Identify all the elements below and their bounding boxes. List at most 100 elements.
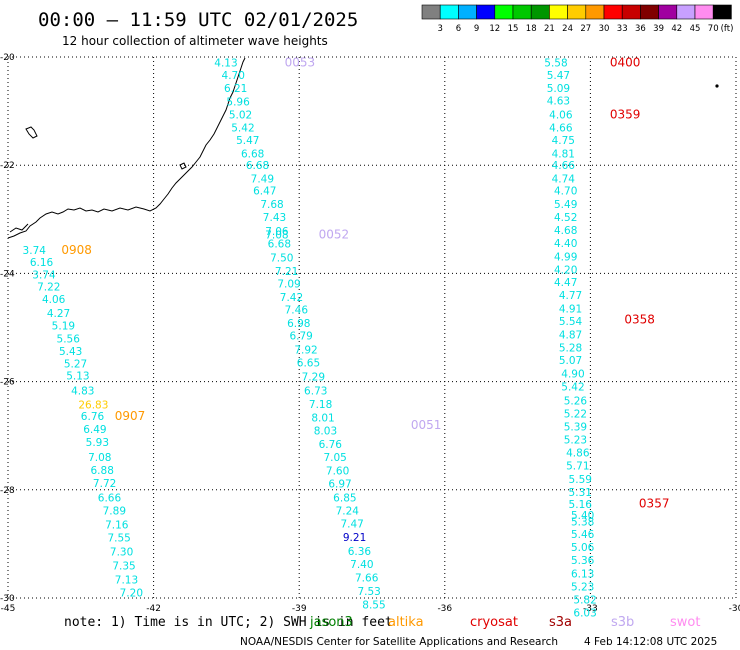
wave-height-point: 5.71 — [566, 460, 589, 472]
wave-height-point: 4.27 — [47, 308, 70, 320]
wave-height-point: 5.93 — [86, 437, 109, 449]
wave-height-point: 4.06 — [42, 294, 66, 306]
wave-height-point: 7.16 — [105, 519, 129, 531]
legend-swatch — [549, 4, 568, 20]
color-legend: 3 6 9 12 15 18 21 24 27 30 33 36 39 42 45 70 (ft) — [421, 4, 734, 34]
wave-height-point: 5.82 — [573, 595, 596, 607]
legend-label: 9 — [474, 24, 479, 34]
legend-unit: (ft) — [721, 24, 734, 34]
wave-height-point: 6.21 — [224, 83, 247, 95]
chart-title: 00:00 — 11:59 UTC 02/01/2025 — [38, 9, 358, 31]
coastline-island — [25, 126, 38, 139]
footer-timestamp: 4 Feb 14:12:08 UTC 2025 — [584, 636, 717, 648]
wave-height-point: 4.83 — [71, 385, 94, 397]
wave-height-point: 4.66 — [552, 160, 576, 172]
footer-note: note: 1) Time is in UTC; 2) SWH is in fe… — [64, 615, 393, 630]
legend-label: 39 — [653, 24, 664, 34]
wave-height-point: 7.68 — [260, 199, 283, 211]
legend-label: 24 — [562, 24, 573, 34]
legend-swatch — [603, 4, 623, 20]
wave-height-point: 5.96 — [226, 96, 250, 108]
wave-height-point: 4.40 — [554, 238, 577, 250]
wave-height-point: 4.91 — [559, 304, 582, 316]
legend-swatch — [621, 4, 641, 20]
wave-height-point: 4.75 — [552, 135, 575, 147]
wave-height-point: 5.58 — [544, 57, 567, 69]
wave-height-point: 6.73 — [304, 385, 327, 397]
wave-height-point: 5.39 — [564, 422, 587, 434]
wave-height-point: 6.49 — [83, 424, 106, 436]
y-tick-label: -24 — [0, 269, 15, 279]
wave-height-point: 7.21 — [275, 266, 298, 278]
wave-height-point: 6.76 — [319, 439, 343, 451]
pass-time-label: 0357 — [639, 496, 670, 510]
legend-label: 36 — [635, 24, 646, 34]
wave-height-point: 5.59 — [569, 474, 592, 486]
wave-height-point: 5.43 — [59, 346, 82, 358]
wave-height-point: 5.26 — [564, 396, 588, 408]
x-tick-label: -39 — [292, 604, 307, 614]
wave-height-point: 7.40 — [350, 559, 373, 571]
wave-height-point: 6.85 — [333, 492, 356, 504]
legend-label: 42 — [671, 24, 682, 34]
legend-swatch — [512, 4, 532, 20]
pass-time-labels: 0908 0907 0053 0052 0051 0400 0359 0358 0357 — [61, 55, 669, 510]
wave-height-point: 4.06 — [549, 109, 573, 121]
wave-height-point: 7.08 — [265, 229, 288, 241]
coastline — [7, 57, 246, 239]
pass-time-label: 0051 — [411, 418, 442, 432]
wave-height-point: 7.22 — [37, 281, 60, 293]
wave-height-point: 5.28 — [559, 343, 582, 355]
wave-height-point: 7.35 — [112, 561, 135, 573]
wave-height-point: 6.79 — [289, 331, 312, 343]
wave-height-point: 6.16 — [30, 257, 54, 269]
wave-height-point: 5.31 — [569, 487, 592, 499]
data-points: 3.746.163.747.224.064.275.195.565.435.27… — [23, 57, 597, 619]
wave-height-point: 4.52 — [554, 212, 577, 224]
wave-height-point: 4.87 — [559, 330, 582, 342]
legend-swatch — [421, 4, 441, 20]
legend-swatch — [567, 4, 587, 20]
pass-time-label: 0052 — [319, 227, 350, 241]
wave-height-point: 4.86 — [566, 447, 590, 459]
wave-height-point: 4.13 — [214, 57, 237, 69]
footer-credit: NOAA/NESDIS Center for Satellite Applica… — [240, 636, 558, 648]
wave-height-point: 4.68 — [554, 225, 577, 237]
pass-time-label: 0358 — [624, 312, 655, 326]
wave-height-point: 6.68 — [246, 160, 269, 172]
wave-height-point: 5.40 — [571, 510, 594, 522]
wave-height-point: 5.47 — [547, 70, 570, 82]
legend-swatch — [640, 4, 659, 20]
wave-height-point: 5.47 — [236, 135, 259, 147]
legend-swatch — [676, 4, 696, 20]
wave-height-point: 7.89 — [103, 505, 126, 517]
wave-height-point: 7.66 — [355, 572, 379, 584]
wave-height-point: 4.90 — [561, 368, 584, 380]
chart-subtitle: 12 hour collection of altimeter wave hei… — [62, 34, 328, 48]
wave-height-point: 4.70 — [222, 70, 245, 82]
wave-height-point: 7.42 — [280, 292, 303, 304]
wave-height-point: 5.38 — [571, 517, 594, 529]
wave-height-point: 9.21 — [343, 532, 366, 544]
coastline-island — [179, 162, 187, 170]
plot-frame — [7, 56, 737, 599]
wave-height-point: 7.47 — [340, 518, 363, 530]
legend-label: 45 — [690, 24, 701, 34]
wave-height-point: 6.65 — [297, 358, 320, 370]
wave-height-point: 7.18 — [309, 399, 332, 411]
pass-time-label: 0359 — [610, 107, 641, 121]
legend-swatch — [439, 4, 459, 20]
x-tick-label: -36 — [437, 604, 452, 614]
legend-label: 70 — [708, 24, 719, 34]
wave-height-point: 6.97 — [328, 478, 351, 490]
wave-height-point: 7.55 — [107, 532, 130, 544]
wave-height-point: 4.77 — [559, 290, 582, 302]
x-tick-label: -33 — [583, 604, 598, 614]
wave-height-point: 5.19 — [52, 320, 75, 332]
wave-height-point: 4.47 — [554, 277, 577, 289]
legend-label: 15 — [508, 24, 519, 34]
legend-label: 6 — [456, 24, 461, 34]
pass-time-label: 0053 — [285, 55, 316, 69]
satellite-name: altika — [388, 615, 424, 630]
